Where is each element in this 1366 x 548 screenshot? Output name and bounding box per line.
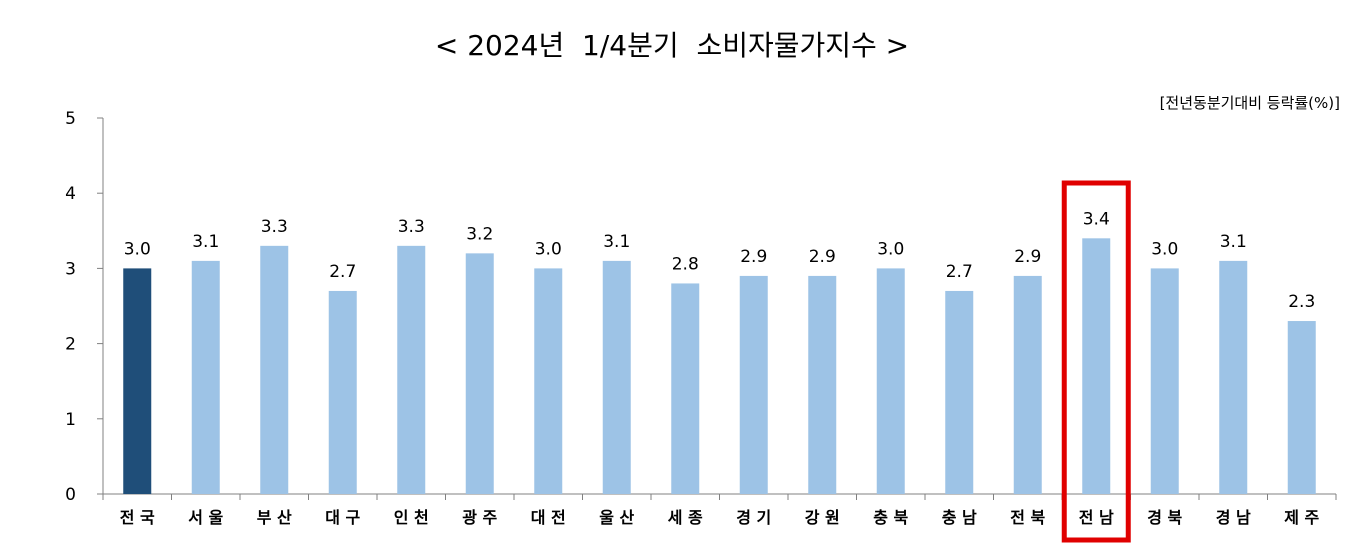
category-label-2: 부 산 xyxy=(257,508,292,527)
category-label-6: 대 전 xyxy=(531,508,566,527)
data-label-6: 3.0 xyxy=(535,239,562,259)
data-label-3: 2.7 xyxy=(329,262,356,282)
axes: 0 1 2 3 4 5 xyxy=(65,109,1337,505)
bar-10 xyxy=(808,275,837,494)
y-tick-label: 0 xyxy=(65,485,76,505)
category-label-5: 광 주 xyxy=(462,508,497,527)
data-label-4: 3.3 xyxy=(398,217,425,237)
category-label-16: 경 남 xyxy=(1216,508,1251,527)
chart-title: < 2024년 1/4분기 소비자물가지수 > xyxy=(435,29,909,62)
data-label-7: 3.1 xyxy=(603,232,630,252)
data-label-10: 2.9 xyxy=(809,247,836,267)
category-label-13: 전 북 xyxy=(1010,508,1045,527)
data-label-2: 3.3 xyxy=(261,217,288,237)
bar-16 xyxy=(1219,260,1248,494)
category-label-15: 경 북 xyxy=(1147,508,1182,527)
bar-2 xyxy=(260,245,289,494)
bar-15 xyxy=(1150,268,1179,494)
bar-13 xyxy=(1013,275,1042,494)
category-label-3: 대 구 xyxy=(325,508,360,527)
bar-12 xyxy=(945,290,974,494)
data-label-15: 3.0 xyxy=(1151,239,1178,259)
y-tick-label: 4 xyxy=(65,184,76,204)
category-label-10: 강 원 xyxy=(805,508,840,527)
data-label-1: 3.1 xyxy=(192,232,219,252)
highlight-box xyxy=(1061,180,1131,543)
data-label-13: 2.9 xyxy=(1014,247,1041,267)
y-tick-label: 3 xyxy=(65,259,76,279)
data-label-9: 2.9 xyxy=(740,247,767,267)
data-label-8: 2.8 xyxy=(672,254,699,274)
y-tick-label: 1 xyxy=(65,410,76,430)
data-label-11: 3.0 xyxy=(877,239,904,259)
data-label-14: 3.4 xyxy=(1083,209,1110,229)
data-label-0: 3.0 xyxy=(124,239,151,259)
category-label-17: 제 주 xyxy=(1284,508,1319,527)
data-labels: 3.0 3.1 3.3 2.7 3.3 3.2 3.0 3.1 2.8 2.9 2.9 3.0 2.7 2… xyxy=(124,209,1316,312)
bar-6 xyxy=(534,268,563,494)
bar-8 xyxy=(671,283,700,494)
category-label-4: 인 천 xyxy=(394,508,429,527)
y-tick-label: 5 xyxy=(65,109,76,129)
bars xyxy=(123,238,1316,494)
category-label-8: 세 종 xyxy=(668,508,703,527)
category-label-0: 전 국 xyxy=(120,508,155,527)
category-label-14: 전 남 xyxy=(1079,508,1114,527)
category-label-1: 서 울 xyxy=(188,508,223,527)
bar-9 xyxy=(739,275,768,494)
bar-4 xyxy=(397,245,426,494)
bar-14 xyxy=(1082,238,1111,494)
bar-0 xyxy=(123,268,152,494)
data-label-12: 2.7 xyxy=(946,262,973,282)
category-label-7: 울 산 xyxy=(599,508,634,527)
bar-1 xyxy=(191,260,220,494)
highlight xyxy=(1061,180,1131,543)
category-label-9: 경 기 xyxy=(736,508,771,527)
data-label-5: 3.2 xyxy=(466,224,493,244)
bar-7 xyxy=(602,260,631,494)
category-label-11: 충 북 xyxy=(873,508,908,527)
category-label-12: 충 남 xyxy=(942,508,977,527)
bar-5 xyxy=(465,253,494,494)
bar-17 xyxy=(1287,321,1316,494)
unit-label: [전년동분기대비 등락률(%)] xyxy=(1160,94,1340,112)
data-label-17: 2.3 xyxy=(1288,292,1315,312)
y-tick-label: 2 xyxy=(65,335,76,355)
bar-3 xyxy=(328,290,357,494)
bar-11 xyxy=(876,268,905,494)
data-label-16: 3.1 xyxy=(1220,232,1247,252)
